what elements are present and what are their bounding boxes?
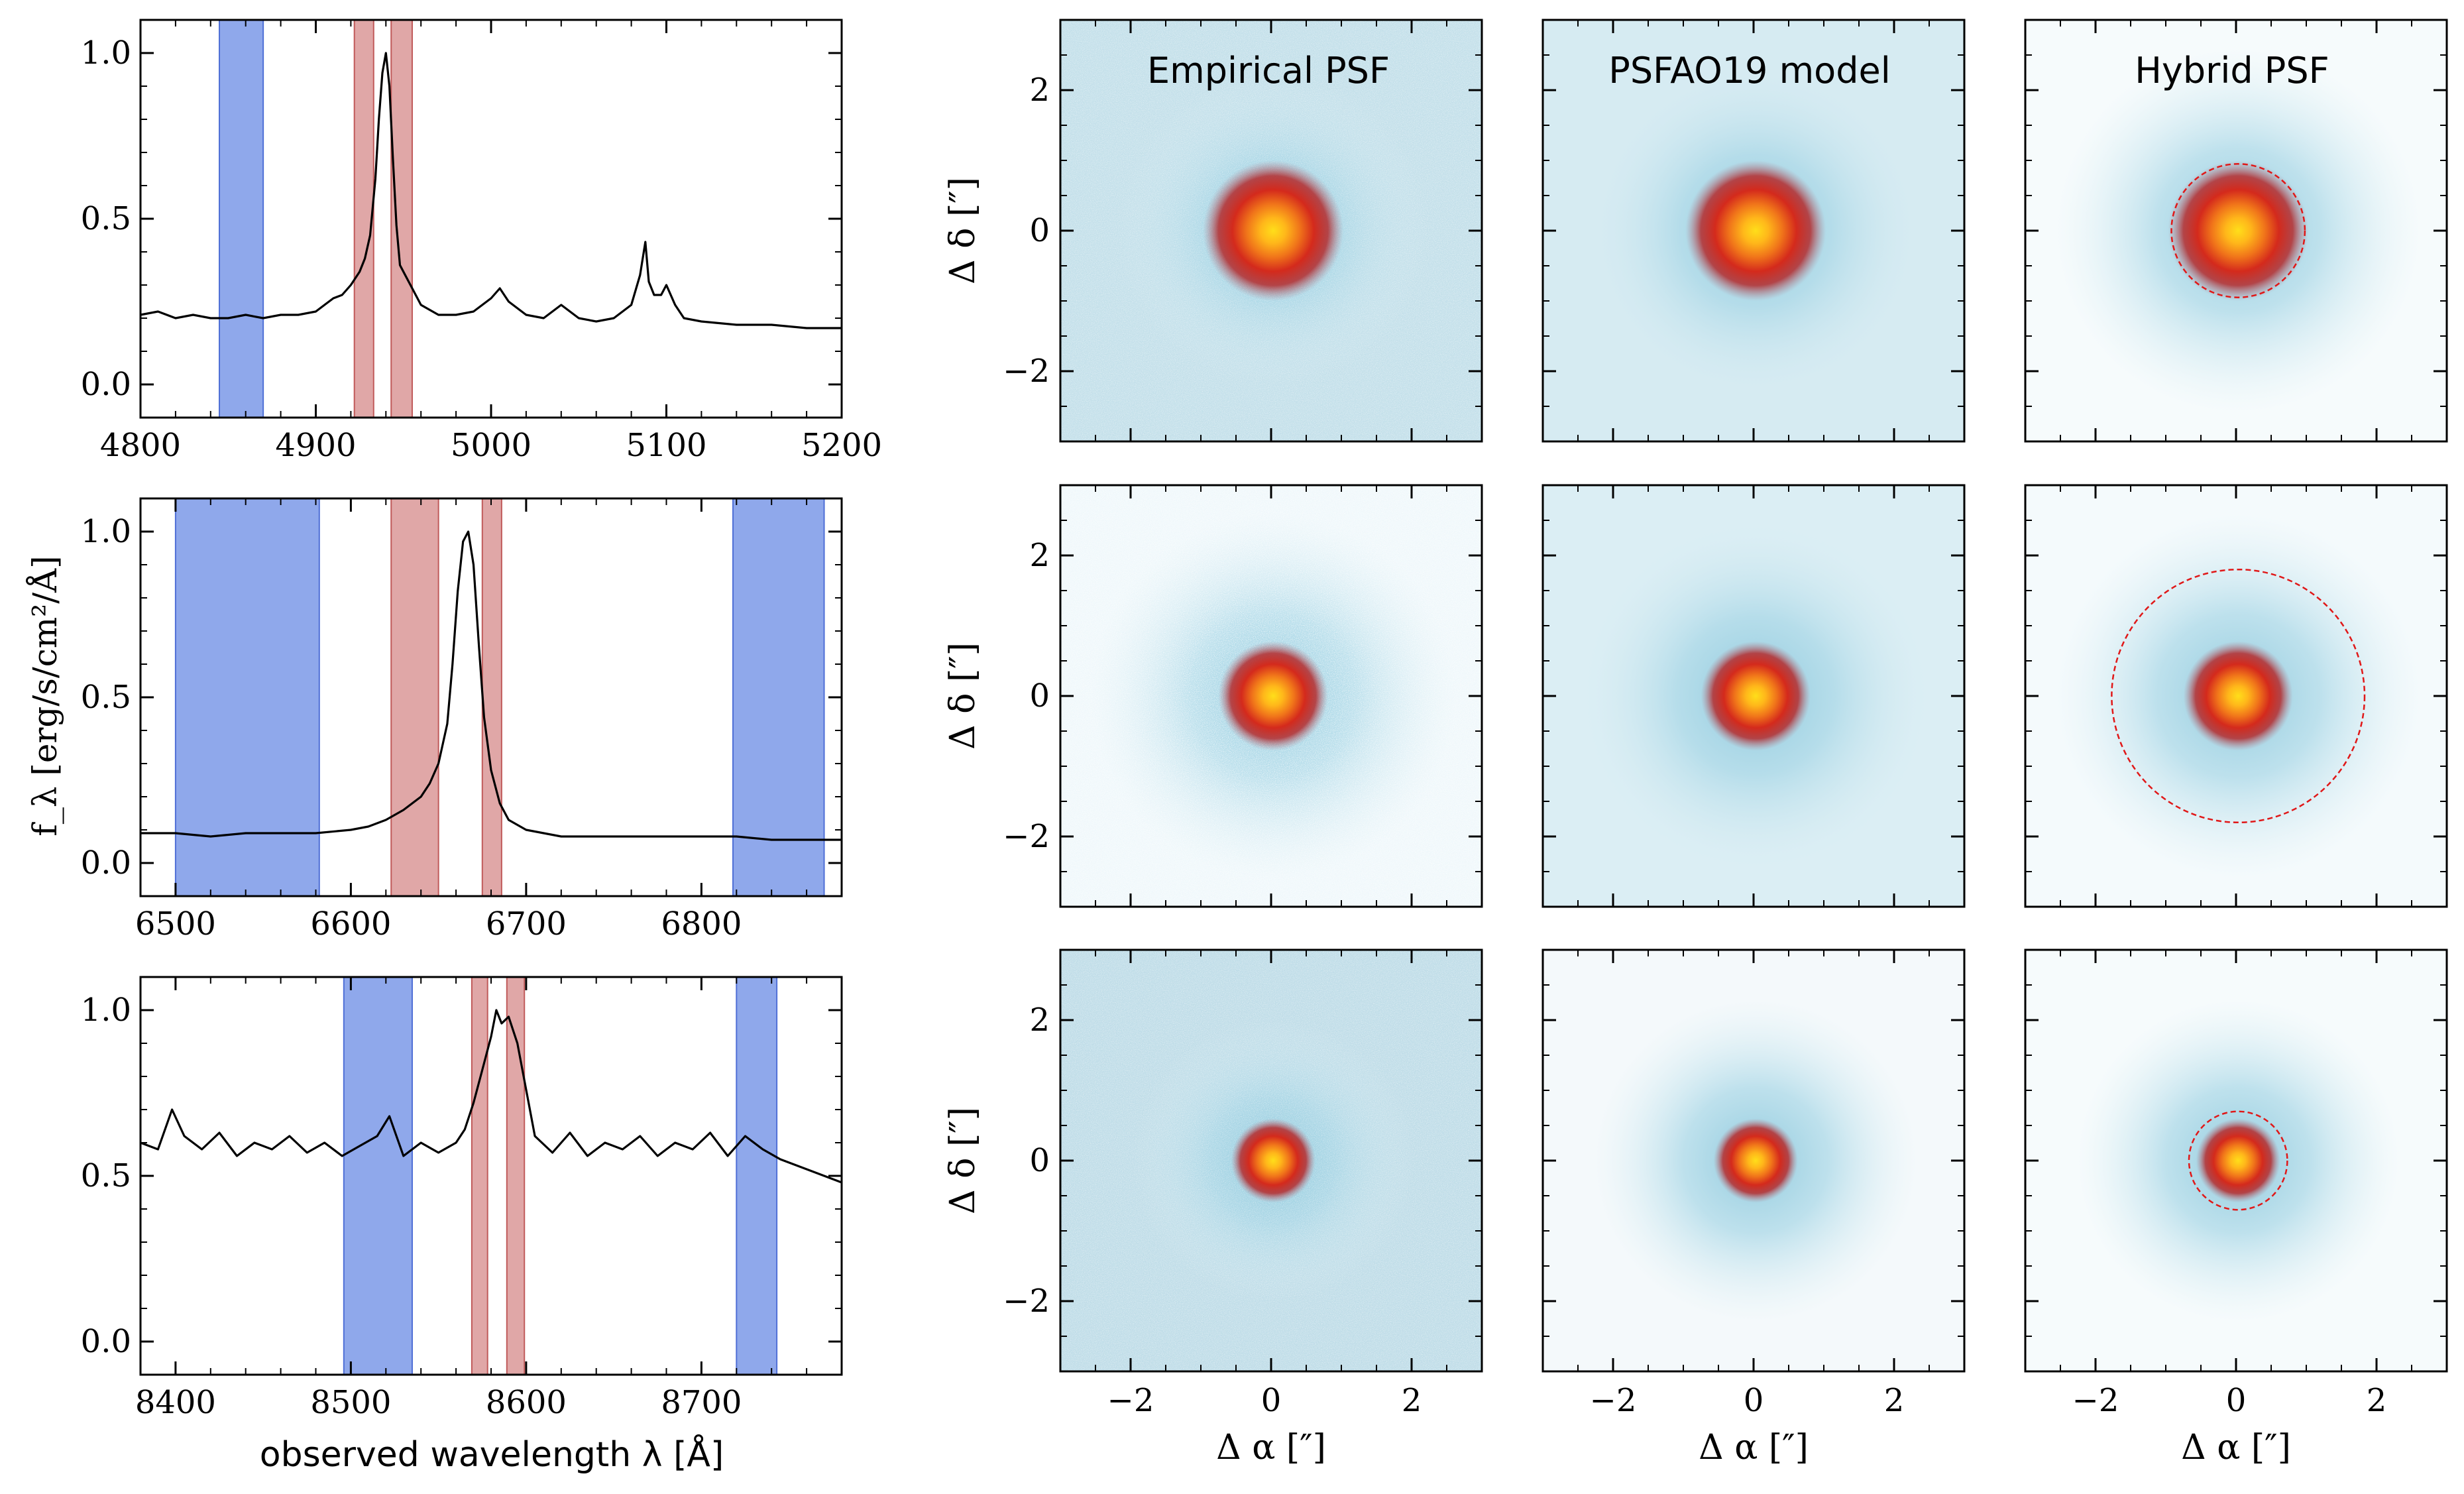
x-tick-label: 5000	[451, 427, 532, 464]
psf-y-axis-label: Δ δ [″]	[943, 642, 983, 750]
psf-image	[1543, 20, 1964, 441]
spectrum-panel-1: 4800 4900 5000 5100 5200 0.0 0.5 1.0	[81, 19, 882, 464]
y-tick-label: −2	[1003, 818, 1050, 855]
continuum-band-2	[736, 976, 778, 1375]
x-tick-label: 4800	[100, 427, 181, 464]
psf-y-axis-label: Δ δ [″]	[943, 1107, 983, 1214]
psf-panel-r2-c3	[2024, 484, 2448, 908]
y-tick-label: 0	[1029, 212, 1050, 249]
spectrum-panel-3: 8400 8500 8600 8700 0.0 0.5 1.0	[81, 976, 843, 1421]
line-band-1	[390, 498, 439, 897]
spectra-x-axis-label: observed wavelength λ [Å]	[260, 1434, 724, 1475]
psf-core	[1713, 1118, 1798, 1203]
line-band-2	[481, 498, 502, 897]
x-tick-label: 6600	[310, 905, 391, 943]
x-tick-label: 8500	[310, 1384, 391, 1421]
y-tick-label: 0	[1029, 1142, 1050, 1179]
psf-core	[1218, 641, 1328, 751]
x-tick-label: −2	[1590, 1382, 1637, 1419]
x-tick-label: 6700	[486, 905, 567, 943]
psf-panel-r1-c1: −2 0 2 Δ δ [″]	[943, 19, 1483, 443]
line-band-1	[471, 976, 488, 1375]
psf-image	[1543, 485, 1964, 907]
x-tick-label: 2	[1402, 1382, 1422, 1419]
psf-image	[2025, 485, 2447, 907]
spectra-y-axis-label: f_λ [erg/s/cm²/Å]	[25, 555, 64, 836]
psf-panel-r1-c3	[2024, 19, 2448, 443]
psf-image	[2025, 20, 2447, 441]
y-tick-label: 0.0	[81, 1323, 131, 1360]
spectrum-line	[140, 530, 842, 841]
line-band-2	[390, 19, 413, 418]
line-band-1	[353, 19, 374, 418]
x-tick-label: −2	[2072, 1382, 2119, 1419]
y-tick-label: 1.0	[81, 992, 131, 1029]
x-tick-label: 2	[1884, 1382, 1905, 1419]
y-tick-label: 0.0	[81, 366, 131, 403]
x-tick-label: 5100	[626, 427, 706, 464]
hybrid-boundary-circle	[2170, 163, 2306, 298]
continuum-band-1	[219, 19, 264, 418]
y-tick-label: 1.0	[81, 34, 131, 72]
y-tick-label: 0.5	[81, 1157, 131, 1194]
psf-core	[2168, 160, 2309, 301]
x-tick-label: 2	[2367, 1382, 2387, 1419]
psf-panel-r2-c1: −2 0 2 Δ δ [″]	[943, 484, 1483, 908]
y-tick-label: 0.5	[81, 679, 131, 716]
x-tick-label: 5200	[801, 427, 882, 464]
y-tick-label: 0	[1029, 677, 1050, 715]
x-tick-label: −2	[1107, 1382, 1154, 1419]
y-tick-label: 0.0	[81, 844, 131, 882]
x-tick-label: 6800	[661, 905, 742, 943]
psf-x-axis-label: Δ α [″]	[2181, 1428, 2291, 1467]
continuum-band-1	[343, 976, 413, 1375]
psf-image	[1543, 950, 1964, 1371]
y-tick-label: 2	[1029, 1002, 1050, 1039]
y-tick-label: 2	[1029, 72, 1050, 109]
y-tick-label: 2	[1029, 537, 1050, 574]
x-tick-label: 0	[1744, 1382, 1764, 1419]
y-tick-label: 0.5	[81, 200, 131, 237]
y-tick-label: 1.0	[81, 513, 131, 550]
spectrum-panel-2: 6500 6600 6700 6800 0.0 0.5 1.0	[81, 497, 843, 943]
psf-core	[1203, 160, 1344, 301]
psf-grid: −2 0 2 Δ δ [″] −2 0 2 Δ δ [″] −2 −2 0 0 2 2 Δ δ [″] Δ α…	[943, 19, 2448, 1467]
x-tick-label: 4900	[275, 427, 356, 464]
psf-image	[1060, 20, 1482, 441]
x-tick-label: 8700	[661, 1384, 742, 1421]
psf-panel-r3-c1: −2 −2 0 0 2 2 Δ δ [″] Δ α [″]	[943, 948, 1483, 1467]
psf-x-axis-label: Δ α [″]	[1699, 1428, 1809, 1467]
psf-panel-r2-c2	[1541, 484, 1966, 908]
x-tick-label: 0	[1261, 1382, 1282, 1419]
column-title-hybrid: Hybrid PSF	[2135, 50, 2329, 91]
hybrid-boundary-circle	[2188, 1110, 2288, 1211]
y-tick-label: −2	[1003, 353, 1050, 390]
psf-panel-r3-c2: −2 0 2 Δ α [″]	[1541, 948, 1966, 1467]
psf-core	[1231, 1118, 1316, 1203]
column-title-psfao19: PSFAO19 model	[1608, 50, 1890, 91]
spectrum-line	[140, 52, 842, 329]
x-tick-label: 8600	[486, 1384, 567, 1421]
spectrum-line	[140, 1009, 842, 1184]
x-tick-label: 0	[2226, 1382, 2247, 1419]
x-tick-label: 8400	[135, 1384, 216, 1421]
hybrid-boundary-circle	[2111, 568, 2366, 824]
column-title-empirical: Empirical PSF	[1147, 50, 1390, 91]
psf-panel-r3-c3: −2 0 2 Δ α [″]	[2024, 948, 2448, 1467]
y-tick-label: −2	[1003, 1283, 1050, 1320]
psf-image	[1060, 485, 1482, 907]
psf-core	[1685, 160, 1826, 301]
psf-image	[1060, 950, 1482, 1371]
psf-x-axis-label: Δ α [″]	[1216, 1428, 1326, 1467]
psf-core	[2196, 1118, 2280, 1203]
psf-core	[1701, 641, 1811, 751]
psf-y-axis-label: Δ δ [″]	[943, 177, 983, 284]
psf-core	[2183, 641, 2293, 751]
continuum-band-1	[174, 498, 320, 897]
psf-panel-r1-c2	[1541, 19, 1966, 443]
psf-image	[2025, 950, 2447, 1371]
x-tick-label: 6500	[135, 905, 216, 943]
spectra-column: 4800 4900 5000 5100 5200 0.0 0.5 1.0 6500 6600 670…	[81, 19, 882, 1421]
